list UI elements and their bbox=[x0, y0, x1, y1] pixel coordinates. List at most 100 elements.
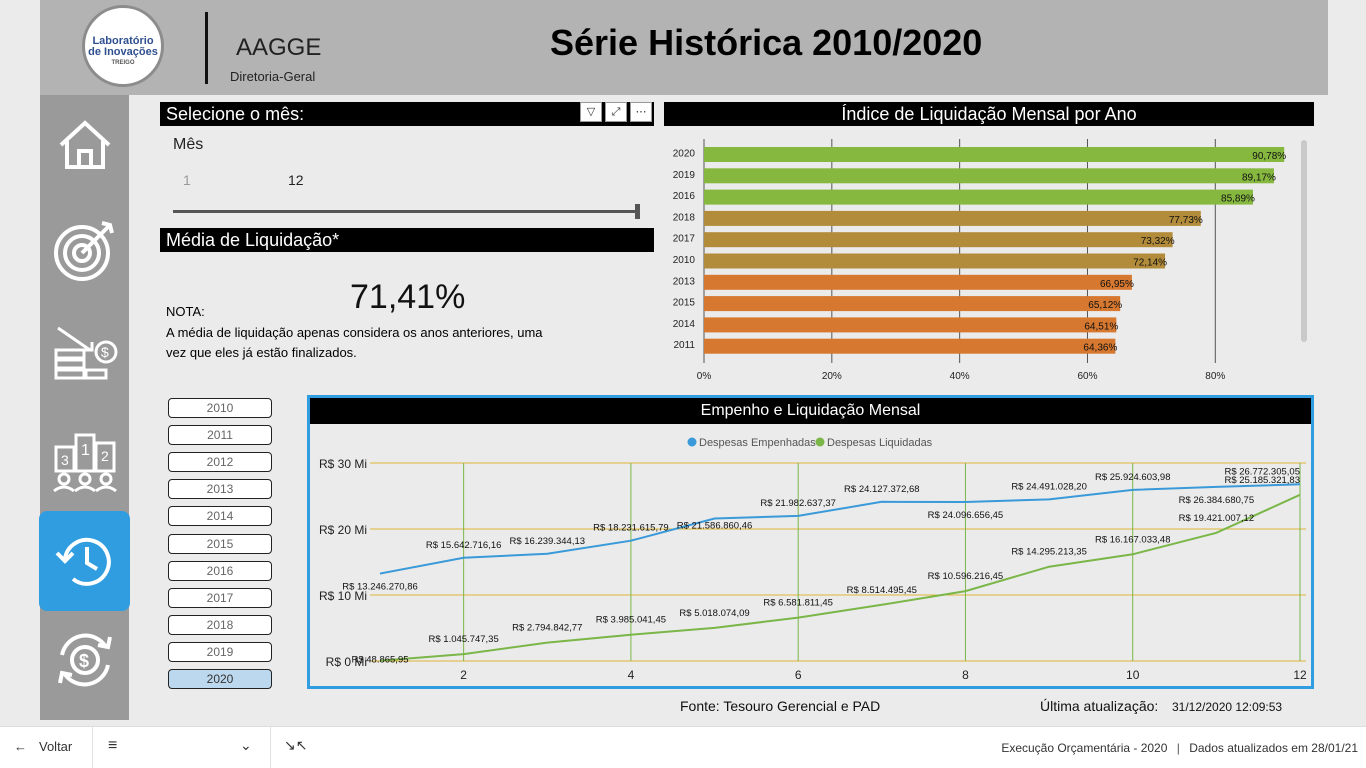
bar-x-tick-label: 60% bbox=[1077, 371, 1097, 382]
legend-label: Despesas Empenhadas bbox=[699, 437, 816, 449]
year-button[interactable]: 2015 bbox=[168, 533, 272, 554]
status-separator: | bbox=[1176, 741, 1180, 755]
bar-category-label: 2011 bbox=[673, 340, 695, 351]
year-button[interactable]: 2012 bbox=[168, 452, 272, 473]
logo-line2: de Inovações bbox=[88, 46, 158, 58]
data-label: R$ 2.794.842,77 bbox=[512, 623, 582, 634]
podium-icon: 13 2 bbox=[52, 433, 117, 493]
home-icon bbox=[59, 120, 110, 169]
data-label: R$ 5.018.074,09 bbox=[679, 608, 749, 619]
data-label: R$ 21.982.637,37 bbox=[760, 498, 836, 509]
svg-text:$: $ bbox=[79, 651, 89, 671]
bar-category-label: 2014 bbox=[673, 319, 696, 330]
chevron-down-icon[interactable]: ⌄ bbox=[240, 737, 252, 753]
year-button[interactable]: 2020 bbox=[168, 669, 272, 689]
nav-budget-cycle[interactable]: $ bbox=[40, 610, 129, 710]
svg-text:3: 3 bbox=[61, 452, 69, 468]
nav-home[interactable] bbox=[40, 95, 129, 195]
viewer-bottom-bar: ← Voltar ≡ ⌄ ↘↖ Execução Orçamentária - … bbox=[0, 726, 1366, 768]
line-x-tick-label: 4 bbox=[628, 668, 635, 682]
lab-logo: Laboratório de Inovações TREIGO bbox=[82, 5, 164, 87]
data-label: R$ 16.167.033,48 bbox=[1095, 534, 1171, 545]
collapse-icon[interactable]: ↘↖ bbox=[284, 737, 308, 753]
header-divider bbox=[205, 12, 208, 84]
data-label: R$ 21.586.860,46 bbox=[677, 521, 753, 532]
bar-x-tick-label: 0% bbox=[697, 371, 712, 382]
focus-mode-icon[interactable]: ⤢ bbox=[605, 102, 627, 122]
last-update-label: Última atualização: bbox=[1040, 698, 1159, 714]
data-label: R$ 48.865,95 bbox=[351, 655, 408, 666]
data-label: R$ 1.045.747,35 bbox=[429, 634, 499, 645]
more-options-icon[interactable]: ⋯ bbox=[630, 102, 652, 122]
media-liquidacao-value: 71,41% bbox=[350, 278, 466, 316]
data-label: R$ 25.924.603,98 bbox=[1095, 472, 1171, 483]
year-button[interactable]: 2019 bbox=[168, 641, 272, 662]
legend-marker bbox=[687, 437, 697, 447]
month-slider-track[interactable] bbox=[173, 210, 639, 213]
month-slicer-title: Selecione o mês: bbox=[160, 102, 654, 126]
series-line bbox=[379, 493, 1301, 662]
bar bbox=[704, 147, 1285, 162]
bar-category-label: 2020 bbox=[673, 149, 696, 160]
back-button[interactable]: ← Voltar bbox=[14, 739, 72, 754]
data-label: R$ 14.295.213,35 bbox=[1011, 547, 1087, 558]
month-range-min[interactable]: 1 bbox=[183, 172, 191, 188]
data-label: R$ 26.772.305,05 bbox=[1224, 466, 1300, 477]
bar-value-label: 85,89% bbox=[1221, 194, 1255, 205]
money-cycle-icon: $ bbox=[57, 633, 112, 687]
nav-targets[interactable] bbox=[40, 200, 129, 300]
nota-label: NOTA: bbox=[166, 304, 205, 319]
monthly-line-chart-panel: Empenho e Liquidação Mensal R$ 0 Mi R$ 10… bbox=[307, 395, 1314, 689]
bar bbox=[704, 274, 1132, 290]
bar-category-label: 2017 bbox=[673, 234, 696, 245]
year-button[interactable]: 2017 bbox=[168, 587, 272, 608]
org-title: AAGGE bbox=[236, 34, 322, 61]
bar-category-label: 2016 bbox=[673, 191, 696, 202]
year-button[interactable]: 2011 bbox=[168, 425, 272, 446]
data-label: R$ 10.596.216,45 bbox=[928, 571, 1004, 582]
nav-finance[interactable]: $ bbox=[40, 305, 129, 405]
nav-history[interactable] bbox=[39, 511, 130, 611]
bar-x-tick-label: 40% bbox=[950, 371, 970, 382]
bar-chart-scrollbar[interactable] bbox=[1301, 140, 1307, 342]
series-line bbox=[379, 483, 1301, 575]
bar-x-tick-label: 20% bbox=[822, 371, 842, 382]
bar-category-label: 2013 bbox=[673, 276, 696, 287]
media-card-title: Média de Liquidação* bbox=[160, 228, 654, 252]
bar bbox=[704, 317, 1117, 333]
bar-value-label: 90,78% bbox=[1252, 151, 1286, 162]
bar bbox=[704, 253, 1166, 269]
liquidation-index-bar-chart: 0% 20% 40% 60% 80% 2020 90,78% 2019 89,17% 2016 85… bbox=[673, 139, 1286, 382]
bar-value-label: 72,14% bbox=[1133, 258, 1167, 269]
pages-menu-icon[interactable]: ≡ bbox=[108, 737, 118, 754]
month-range-max[interactable]: 12 bbox=[288, 172, 304, 188]
report-header: Laboratório de Inovações TREIGO AAGGE Di… bbox=[40, 0, 1328, 95]
data-label: R$ 25.185.321,83 bbox=[1224, 475, 1300, 486]
bar bbox=[704, 189, 1253, 205]
year-button[interactable]: 2013 bbox=[168, 479, 272, 500]
nota-text: A média de liquidação apenas considera o… bbox=[166, 325, 543, 360]
svg-text:$: $ bbox=[101, 344, 109, 360]
data-label: R$ 18.231.615,79 bbox=[593, 523, 669, 534]
line-x-tick-label: 12 bbox=[1293, 668, 1307, 682]
bar bbox=[704, 232, 1173, 248]
data-label: R$ 16.239.344,13 bbox=[509, 536, 585, 547]
page-name: Execução Orçamentária - 2020 bbox=[1001, 741, 1168, 755]
year-button[interactable]: 2016 bbox=[168, 560, 272, 581]
last-update-value: 31/12/2020 12:09:53 bbox=[1172, 700, 1283, 714]
empenho-liquidacao-line-chart: R$ 0 Mi R$ 10 Mi R$ 20 Mi R$ 30 Mi 2 4 6 8 10 12 D… bbox=[319, 437, 1307, 682]
line-y-tick-label: R$ 0 Mi bbox=[326, 655, 367, 669]
year-button[interactable]: 2010 bbox=[168, 398, 272, 418]
org-subtitle: Diretoria-Geral bbox=[230, 69, 316, 84]
svg-text:1: 1 bbox=[81, 442, 90, 459]
bar-category-label: 2019 bbox=[673, 170, 696, 181]
filter-icon[interactable]: ▽ bbox=[580, 102, 602, 122]
line-y-tick-label: R$ 10 Mi bbox=[319, 589, 367, 603]
year-button[interactable]: 2014 bbox=[168, 506, 272, 527]
month-slider-handle[interactable] bbox=[635, 204, 640, 219]
year-button[interactable]: 2018 bbox=[168, 614, 272, 635]
divider bbox=[92, 727, 93, 768]
